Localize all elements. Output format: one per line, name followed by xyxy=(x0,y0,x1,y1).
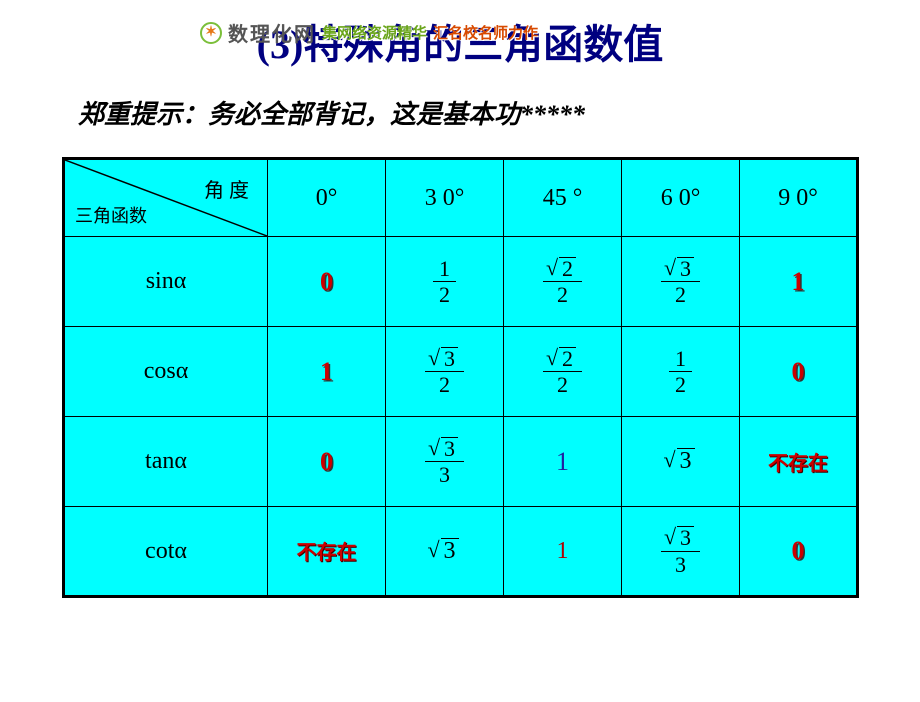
func-name: cotα xyxy=(64,507,268,597)
table-row: sinα01222321 xyxy=(64,237,858,327)
trig-table: 角 度 三角函数 0° 3 0° 45 ° 6 0° 9 0° sinα0122… xyxy=(62,157,859,598)
table-row: tanα03313不存在 xyxy=(64,417,858,507)
page-subtitle: 郑重提示：务必全部背记，这是基本功***** xyxy=(78,94,920,131)
watermark-tag2: 汇名校名师力作 xyxy=(433,22,538,43)
angle-header: 0° xyxy=(268,159,386,237)
func-name: tanα xyxy=(64,417,268,507)
value-cell: 0 xyxy=(740,327,858,417)
value-cell: 12 xyxy=(386,237,504,327)
corner-cell: 角 度 三角函数 xyxy=(64,159,268,237)
corner-left-label: 三角函数 xyxy=(75,202,147,228)
angle-header: 45 ° xyxy=(504,159,622,237)
angle-header: 9 0° xyxy=(740,159,858,237)
value-cell: 0 xyxy=(740,507,858,597)
value-cell: 不存在 xyxy=(740,417,858,507)
value-cell: 22 xyxy=(504,327,622,417)
watermark: ✶ 数理化网 集网络资源精华 汇名校名师力作 xyxy=(200,18,538,47)
table-row: cotα不存在31330 xyxy=(64,507,858,597)
value-cell: 3 xyxy=(386,507,504,597)
value-cell: 32 xyxy=(622,237,740,327)
watermark-brand: 数理化网 xyxy=(228,18,316,47)
value-cell: 1 xyxy=(504,507,622,597)
angle-header: 6 0° xyxy=(622,159,740,237)
value-cell: 33 xyxy=(386,417,504,507)
func-name: cosα xyxy=(64,327,268,417)
table-row: cosα13222120 xyxy=(64,327,858,417)
watermark-tag1: 集网络资源精华 xyxy=(322,22,427,43)
value-cell: 1 xyxy=(268,327,386,417)
value-cell: 3 xyxy=(622,417,740,507)
value-cell: 32 xyxy=(386,327,504,417)
value-cell: 不存在 xyxy=(268,507,386,597)
value-cell: 0 xyxy=(268,417,386,507)
angle-header: 3 0° xyxy=(386,159,504,237)
func-name: sinα xyxy=(64,237,268,327)
value-cell: 1 xyxy=(740,237,858,327)
value-cell: 22 xyxy=(504,237,622,327)
corner-top-label: 角 度 xyxy=(204,174,249,203)
value-cell: 1 xyxy=(504,417,622,507)
value-cell: 33 xyxy=(622,507,740,597)
header-row: 角 度 三角函数 0° 3 0° 45 ° 6 0° 9 0° xyxy=(64,159,858,237)
value-cell: 0 xyxy=(268,237,386,327)
logo-icon: ✶ xyxy=(200,22,222,44)
value-cell: 12 xyxy=(622,327,740,417)
